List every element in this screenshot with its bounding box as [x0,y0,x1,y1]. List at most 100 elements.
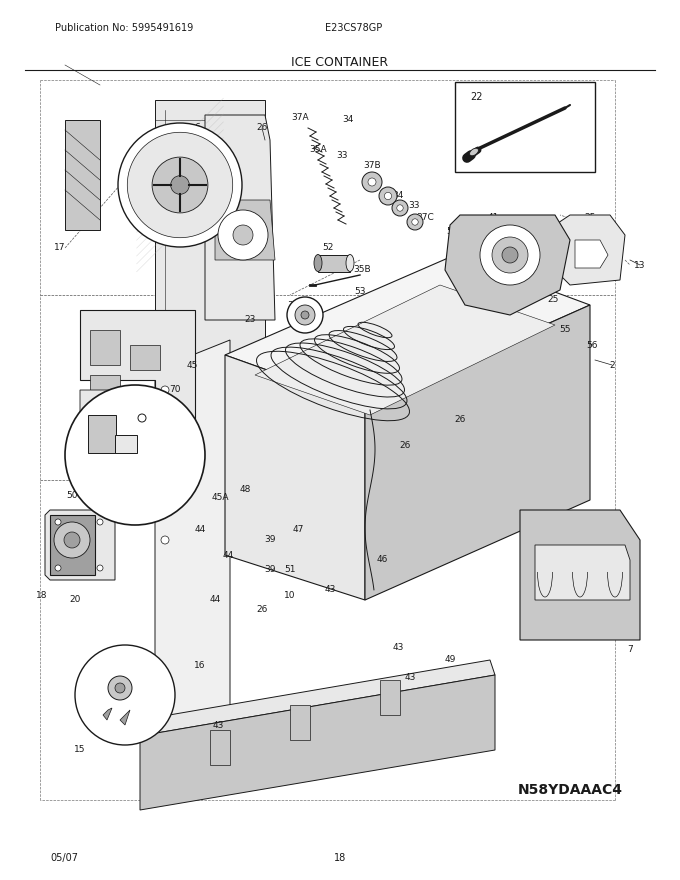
Text: 7: 7 [627,646,633,655]
Text: 37C: 37C [416,214,434,223]
Circle shape [118,123,242,247]
Polygon shape [45,510,115,580]
Polygon shape [120,710,130,725]
Text: 17: 17 [54,244,66,253]
Polygon shape [535,545,630,600]
Text: 48: 48 [239,486,251,495]
Circle shape [392,200,408,216]
Circle shape [287,297,323,333]
Polygon shape [80,390,130,440]
Circle shape [295,305,315,325]
Circle shape [384,193,392,200]
Circle shape [152,158,208,213]
Bar [455,82,595,172]
Text: 50: 50 [66,490,78,500]
Ellipse shape [346,254,354,272]
Circle shape [301,311,309,319]
Text: 45A: 45A [211,493,228,502]
Polygon shape [255,285,555,415]
Text: 52: 52 [322,244,334,253]
Polygon shape [103,708,112,720]
Circle shape [75,645,175,745]
Text: E23CS78GP: E23CS78GP [325,23,382,33]
Circle shape [368,178,376,186]
Polygon shape [555,215,625,285]
Circle shape [64,532,80,548]
Polygon shape [575,240,608,268]
Polygon shape [65,120,100,230]
Circle shape [362,172,382,192]
Text: 26: 26 [454,415,466,424]
Text: 54: 54 [446,228,458,237]
Polygon shape [90,330,120,365]
Polygon shape [225,255,590,405]
Text: 51: 51 [284,566,296,575]
Polygon shape [155,100,265,370]
Text: 33: 33 [408,201,420,209]
Polygon shape [318,255,350,272]
Text: N58YDAAAC4: N58YDAAAC4 [517,783,622,797]
Text: 53: 53 [354,288,366,297]
Text: 35B: 35B [353,266,371,275]
Polygon shape [205,115,275,320]
Circle shape [161,536,169,544]
Text: 10: 10 [284,590,296,599]
Circle shape [97,519,103,525]
Text: 34: 34 [392,190,404,200]
Polygon shape [140,660,495,735]
Circle shape [397,205,403,211]
Text: 70: 70 [169,385,181,394]
Text: 18: 18 [36,590,48,599]
Polygon shape [130,345,160,370]
Ellipse shape [470,148,479,156]
Circle shape [379,187,397,205]
Text: 26: 26 [399,441,411,450]
Polygon shape [225,355,365,600]
Polygon shape [290,705,310,740]
Text: 43: 43 [324,585,336,595]
Circle shape [65,385,205,525]
Text: 39: 39 [265,536,276,545]
Text: 37A: 37A [291,114,309,122]
Circle shape [127,132,233,238]
Circle shape [161,486,169,494]
Text: 2: 2 [609,361,615,370]
Circle shape [115,683,125,693]
Circle shape [55,565,61,571]
Circle shape [218,210,268,260]
Circle shape [97,565,103,571]
Text: 44: 44 [222,551,234,560]
Circle shape [502,247,518,263]
Text: 13: 13 [634,260,646,269]
Text: 16: 16 [194,661,206,670]
Text: 4: 4 [101,406,105,414]
Text: 3: 3 [287,300,293,310]
Text: 43: 43 [405,673,415,683]
Text: 6: 6 [194,123,200,133]
Polygon shape [365,305,590,600]
Text: 41: 41 [488,214,498,223]
Text: 49: 49 [444,656,456,664]
Text: 46: 46 [376,555,388,564]
Circle shape [161,436,169,444]
Bar [88,415,116,453]
Polygon shape [520,510,640,640]
Text: 25: 25 [584,214,596,223]
Polygon shape [445,215,570,315]
Text: 45D: 45D [148,426,164,435]
Text: 44: 44 [194,525,205,534]
Text: 45: 45 [186,361,198,370]
Text: 56: 56 [586,341,598,349]
Text: 35A: 35A [309,145,327,155]
Circle shape [161,386,169,394]
Text: 15: 15 [74,745,86,754]
Text: 23: 23 [244,316,256,325]
Text: 22: 22 [470,92,483,102]
Text: 25: 25 [547,296,559,304]
Circle shape [171,176,189,194]
Polygon shape [380,680,400,715]
Text: 18: 18 [334,853,346,863]
Text: 45C: 45C [70,426,85,435]
Polygon shape [210,730,230,765]
Text: Publication No: 5995491619: Publication No: 5995491619 [55,23,193,33]
